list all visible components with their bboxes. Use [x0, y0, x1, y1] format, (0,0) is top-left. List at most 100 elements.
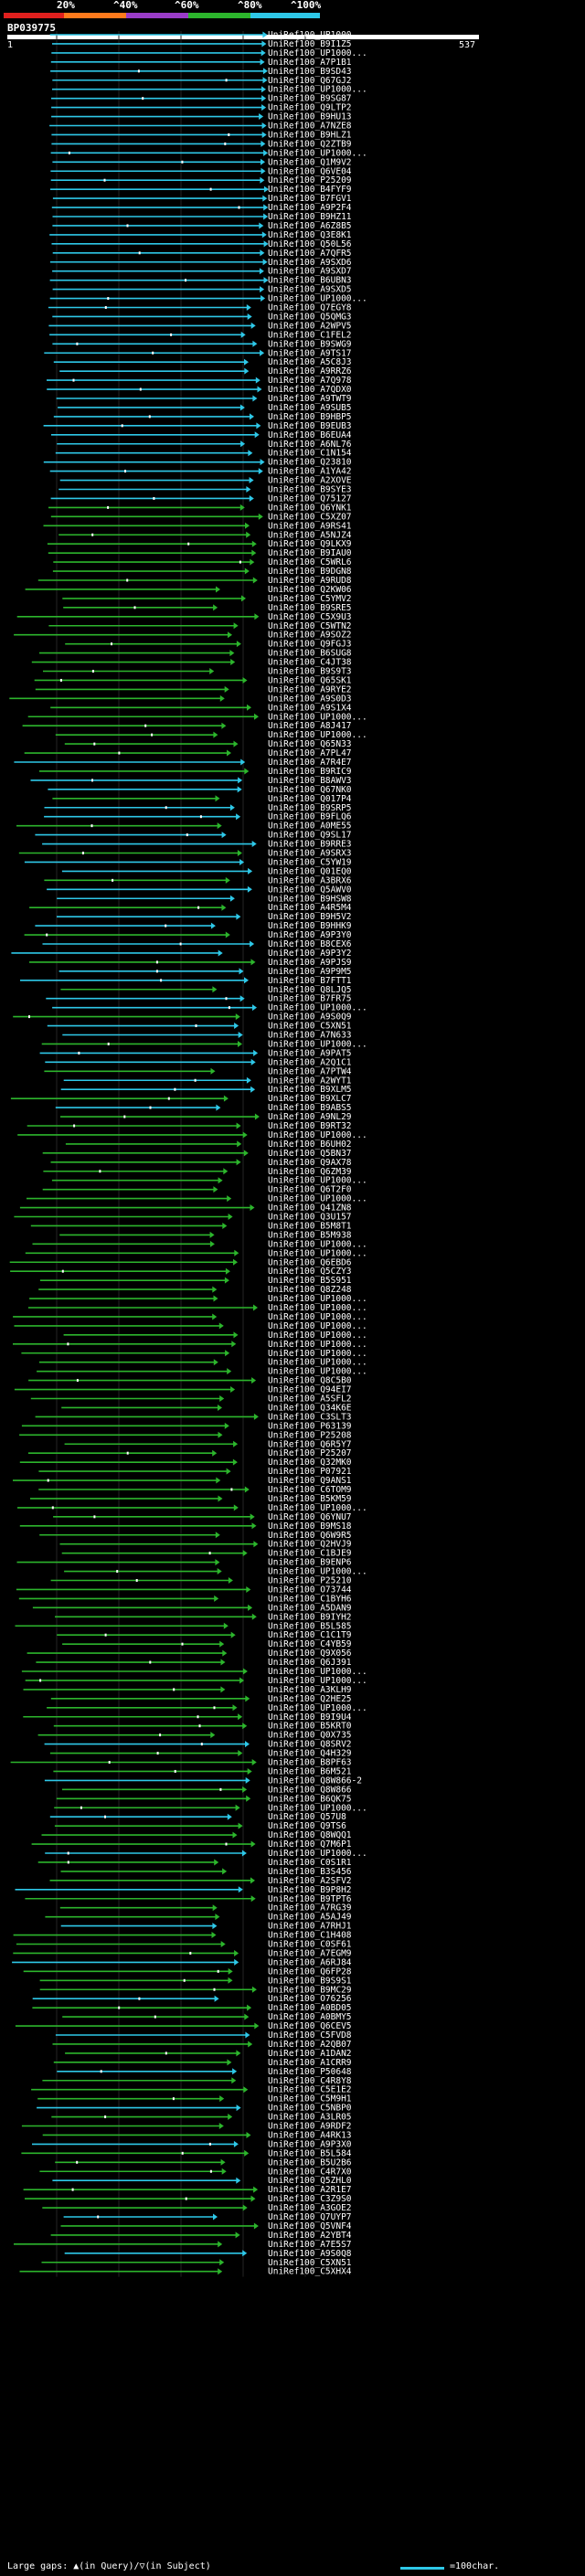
hit-label[interactable]: UniRef100_A3BRX6 — [268, 875, 352, 885]
hit-label[interactable]: UniRef100_P63139 — [268, 1421, 352, 1431]
hit-label[interactable]: UniRef100_Q9X056 — [268, 1648, 352, 1659]
hit-row[interactable]: UniRef100_B5M8T1 — [30, 1221, 352, 1231]
hit-row[interactable]: UniRef100_C5WTN2 — [48, 621, 352, 631]
hit-label[interactable]: UniRef100_Q6W9R5 — [268, 1531, 352, 1541]
hit-row[interactable]: UniRef100_A9P3X0 — [32, 2139, 352, 2149]
hit-row[interactable]: UniRef100_B9HLZ1 — [51, 130, 352, 140]
hit-label[interactable]: UniRef100_A9RDF2 — [268, 2122, 352, 2132]
hit-row[interactable]: UniRef100_UP1000... — [45, 1849, 367, 1859]
hit-row[interactable]: UniRef100_Q34K6E — [61, 1403, 352, 1413]
hit-row[interactable]: UniRef100_Q6R5Y7 — [64, 1439, 352, 1449]
hit-row[interactable]: UniRef100_UP1000... — [21, 1349, 367, 1359]
hit-row[interactable]: UniRef100_A7Q978 — [47, 376, 352, 386]
hit-row[interactable]: UniRef100_A7NZE8 — [49, 122, 352, 132]
hit-label[interactable]: UniRef100_B9SRE5 — [268, 603, 352, 613]
hit-row[interactable]: UniRef100_A6Z8B5 — [52, 221, 352, 231]
hit-label[interactable]: UniRef100_Q8W866 — [268, 1785, 352, 1795]
hit-row[interactable]: UniRef100_A8J417 — [22, 721, 352, 731]
hit-label[interactable]: UniRef100_A5SFL2 — [268, 1394, 352, 1405]
hit-row[interactable]: UniRef100_Q5ZHL0 — [52, 2176, 352, 2186]
hit-row[interactable]: UniRef100_B4FYF9 — [50, 185, 352, 195]
hit-row[interactable]: UniRef100_Q57U8 — [49, 1812, 346, 1822]
hit-label[interactable]: UniRef100_B9SG87 — [268, 94, 352, 104]
hit-label[interactable]: UniRef100_C5XZ07 — [268, 512, 352, 522]
hit-row[interactable]: UniRef100_A7R4E7 — [14, 758, 352, 768]
hit-row[interactable]: UniRef100_A9SOZ2 — [14, 631, 352, 641]
hit-label[interactable]: UniRef100_A9SXD7 — [268, 267, 352, 277]
hit-row[interactable]: UniRef100_Q9X056 — [27, 1648, 352, 1659]
hit-row[interactable]: UniRef100_C5YMV2 — [62, 594, 352, 604]
hit-row[interactable]: UniRef100_B7FR75 — [46, 994, 352, 1004]
hit-label[interactable]: UniRef100_Q8Z248 — [268, 1285, 352, 1295]
hit-row[interactable]: UniRef100_A5AJ49 — [45, 1913, 352, 1923]
hit-label[interactable]: UniRef100_B9IYH2 — [268, 1612, 352, 1622]
hit-row[interactable]: UniRef100_C5E1E2 — [31, 2085, 352, 2095]
hit-row[interactable]: UniRef100_B9DGN8 — [52, 567, 352, 577]
hit-label[interactable]: UniRef100_Q9LTP2 — [268, 103, 352, 113]
hit-label[interactable]: UniRef100_A1YA42 — [268, 467, 352, 477]
hit-row[interactable]: UniRef100_A1CRR9 — [53, 2058, 352, 2068]
hit-label[interactable]: UniRef100_B6M521 — [268, 1766, 352, 1776]
hit-label[interactable]: UniRef100_A7QDX0 — [268, 385, 352, 395]
hit-row[interactable]: UniRef100_Q7EGY8 — [48, 303, 352, 313]
hit-label[interactable]: UniRef100_Q9LKX9 — [268, 539, 352, 549]
hit-label[interactable]: UniRef100_Q8LJQ5 — [268, 985, 352, 995]
hit-label[interactable]: UniRef100_A7N633 — [268, 1031, 352, 1041]
hit-label[interactable]: UniRef100_A2SFV2 — [268, 1876, 352, 1886]
hit-label[interactable]: UniRef100_A6Z8B5 — [268, 221, 352, 231]
hit-label[interactable]: UniRef100_C4R8Y8 — [268, 2076, 352, 2086]
hit-row[interactable]: UniRef100_A9RYE2 — [35, 684, 352, 694]
hit-row[interactable]: UniRef100_C4YB59 — [62, 1639, 352, 1649]
hit-label[interactable]: UniRef100_UP1000... — [268, 1367, 367, 1377]
hit-row[interactable]: UniRef100_Q6EBD6 — [9, 1257, 352, 1267]
hit-row[interactable]: UniRef100_Q8C5B0 — [28, 1376, 352, 1386]
hit-label[interactable]: UniRef100_B5M938 — [268, 1230, 352, 1240]
hit-label[interactable]: UniRef100_Q01EQ0 — [268, 866, 352, 876]
hit-label[interactable]: UniRef100_C5YW19 — [268, 857, 352, 867]
hit-label[interactable]: UniRef100_UP1000... — [268, 30, 367, 40]
hit-row[interactable]: UniRef100_Q2KW06 — [25, 585, 352, 595]
hit-row[interactable]: UniRef100_A9RRZ6 — [59, 366, 352, 376]
hit-row[interactable]: UniRef100_Q75127 — [50, 493, 352, 504]
hit-label[interactable]: UniRef100_A7Q978 — [268, 376, 352, 386]
hit-label[interactable]: UniRef100_Q6YNU7 — [268, 1512, 352, 1522]
hit-row[interactable]: UniRef100_Q6VE04 — [50, 166, 352, 176]
hit-row[interactable]: UniRef100_A7QFR5 — [52, 249, 352, 259]
hit-label[interactable]: UniRef100_A9S0Q8 — [268, 2249, 352, 2259]
hit-label[interactable]: UniRef100_A2WYT1 — [268, 1076, 352, 1086]
hit-label[interactable]: UniRef100_Q2HE25 — [268, 1694, 352, 1704]
hit-row[interactable]: UniRef100_B9MS18 — [19, 1521, 352, 1532]
hit-label[interactable]: UniRef100_Q017P4 — [268, 794, 352, 804]
hit-row[interactable]: UniRef100_B9IAU0 — [48, 548, 352, 558]
hit-row[interactable]: UniRef100_Q8SRV2 — [44, 1740, 352, 1750]
hit-label[interactable]: UniRef100_Q67GJ2 — [268, 76, 352, 86]
hit-label[interactable]: UniRef100_B7FTT1 — [268, 976, 352, 986]
hit-label[interactable]: UniRef100_Q65SK1 — [268, 675, 352, 685]
hit-label[interactable]: UniRef100_A3KLH9 — [268, 1685, 352, 1695]
hit-row[interactable]: UniRef100_Q67GJ2 — [52, 76, 352, 86]
hit-label[interactable]: UniRef100_UP1000... — [268, 1803, 367, 1813]
hit-row[interactable]: UniRef100_B9TPT6 — [25, 1894, 352, 1904]
hit-row[interactable]: UniRef100_C1BJE9 — [61, 1549, 352, 1559]
hit-label[interactable]: UniRef100_C5XN51 — [268, 2258, 352, 2268]
hit-label[interactable]: UniRef100_C5XHX4 — [268, 2267, 352, 2277]
hit-label[interactable]: UniRef100_B9ENP6 — [268, 1558, 352, 1568]
hit-label[interactable]: UniRef100_A4R5M4 — [268, 903, 352, 913]
hit-label[interactable]: UniRef100_Q5QMG3 — [268, 312, 352, 322]
hit-row[interactable]: UniRef100_B9ABS5 — [55, 1103, 352, 1113]
hit-row[interactable]: UniRef100_A3LR05 — [51, 2113, 352, 2123]
hit-row[interactable]: UniRef100_A3GOE2 — [42, 2203, 352, 2213]
hit-row[interactable]: UniRef100_Q8W866-2 — [44, 1776, 362, 1786]
hit-label[interactable]: UniRef100_B9RIC9 — [268, 767, 352, 777]
hit-label[interactable]: UniRef100_Q8C5B0 — [268, 1376, 352, 1386]
hit-row[interactable]: UniRef100_UP1000... — [54, 1803, 367, 1813]
hit-label[interactable]: UniRef100_B6UH02 — [268, 1140, 352, 1150]
hit-row[interactable]: UniRef100_B9SD43 — [50, 67, 352, 77]
hit-row[interactable]: UniRef100_O76256 — [32, 1994, 352, 2004]
hit-row[interactable]: UniRef100_B9SRP5 — [44, 803, 352, 813]
hit-label[interactable]: UniRef100_A9P3Y0 — [268, 930, 352, 940]
hit-row[interactable]: UniRef100_Q6J391 — [36, 1658, 352, 1668]
hit-row[interactable]: UniRef100_Q2HVJ9 — [59, 1540, 352, 1550]
hit-row[interactable]: UniRef100_C0SF61 — [16, 1940, 352, 1950]
hit-row[interactable]: UniRef100_UP1000... — [47, 1703, 367, 1713]
